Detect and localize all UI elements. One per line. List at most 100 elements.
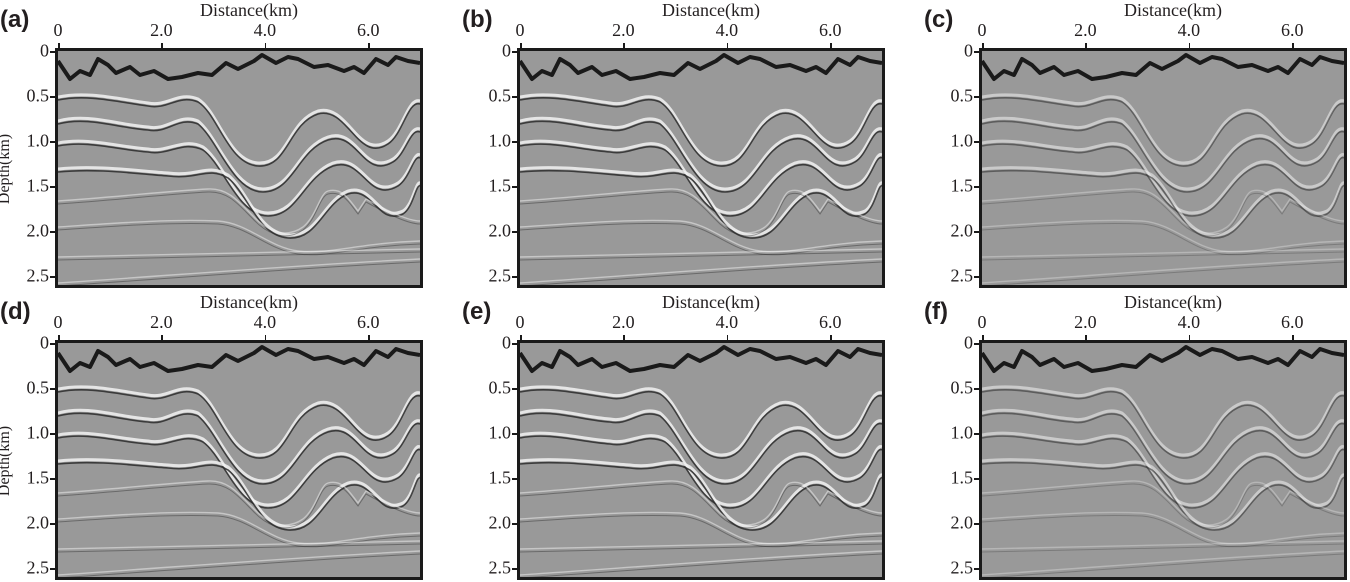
reflector-layer-dark bbox=[982, 222, 1344, 256]
reflector-layer-bright bbox=[58, 431, 420, 507]
y-tick-mark bbox=[974, 523, 980, 525]
reflector-layer-bright bbox=[520, 458, 882, 529]
y-tick-label: 2.5 bbox=[488, 557, 512, 578]
y-tick-mark bbox=[50, 433, 56, 435]
reflector-layer-bright bbox=[58, 93, 420, 165]
seismic-image bbox=[979, 48, 1347, 288]
x-tick-label: 2.0 bbox=[1074, 312, 1097, 332]
x-tick-label: 6.0 bbox=[357, 20, 380, 40]
topography-surface-line bbox=[520, 345, 882, 373]
x-tick-mark bbox=[726, 43, 729, 49]
x-tick-mark bbox=[1188, 43, 1191, 49]
y-tick-mark bbox=[512, 478, 518, 480]
reflector-layer-dark bbox=[989, 553, 1344, 577]
reflector-layer-dark bbox=[58, 143, 420, 217]
reflector-layer-bright bbox=[982, 166, 1344, 237]
y-tick-label: 0 bbox=[40, 40, 49, 61]
y-tick-label: 0.5 bbox=[26, 377, 50, 398]
x-tick-label: 4.0 bbox=[1177, 312, 1201, 332]
y-tick-label: 1.5 bbox=[26, 467, 50, 488]
reflector-image bbox=[58, 345, 420, 577]
reflector-layer-bright bbox=[982, 385, 1344, 457]
x-tick-mark bbox=[368, 43, 370, 49]
reflector-layer-dark bbox=[58, 251, 420, 261]
reflector-layer-dark bbox=[982, 191, 1344, 237]
y-tick-label: 1.0 bbox=[488, 422, 512, 443]
reflector-layer-bright bbox=[520, 408, 882, 483]
y-tick-mark bbox=[50, 568, 56, 570]
reflector-layer-dark bbox=[982, 143, 1344, 217]
y-tick-mark bbox=[974, 433, 980, 435]
seismic-image bbox=[979, 340, 1347, 580]
y-tick-label: 2.0 bbox=[26, 220, 50, 241]
x-tick-label: 4.0 bbox=[715, 312, 739, 332]
x-axis-title: Distance(km) bbox=[1124, 0, 1222, 20]
reflector-layer-bright bbox=[520, 219, 882, 253]
reflector-layer-bright bbox=[58, 116, 420, 191]
panel-label: (e) bbox=[462, 298, 492, 325]
panel-b: (b) Distance(km) 0 2.0 4.0 6.0 0 0.5 1.0 1.5 2.0 2.… bbox=[462, 0, 922, 290]
panel-label: (d) bbox=[0, 298, 31, 325]
reflector-layer-bright bbox=[520, 511, 882, 545]
reflector-layer-bright bbox=[58, 258, 420, 284]
x-tick-label: 2.0 bbox=[612, 312, 635, 332]
reflector-layer-bright bbox=[520, 93, 882, 165]
y-tick-mark bbox=[50, 478, 56, 480]
x-tick-mark bbox=[1085, 43, 1087, 49]
reflector-layer-dark bbox=[58, 191, 420, 237]
reflector-layer-dark bbox=[58, 389, 420, 459]
y-tick-label: 1.5 bbox=[950, 467, 974, 488]
y-axis-title: Depth(km) bbox=[0, 133, 14, 205]
x-tick-label: 0 bbox=[977, 20, 987, 40]
y-tick-label: 0.5 bbox=[950, 377, 974, 398]
reflector-layer-bright bbox=[520, 550, 882, 576]
x-tick-mark bbox=[1188, 335, 1191, 341]
reflector-layer-bright bbox=[58, 480, 420, 526]
x-tick-mark bbox=[368, 335, 370, 341]
y-tick-mark bbox=[512, 568, 518, 570]
y-tick-label: 1.0 bbox=[950, 422, 974, 443]
y-tick-mark bbox=[50, 51, 56, 53]
x-tick-label: 0 bbox=[977, 312, 987, 332]
y-tick-mark bbox=[974, 388, 980, 390]
x-axis-title: Distance(km) bbox=[200, 292, 298, 312]
reflector-layer-dark bbox=[58, 97, 420, 167]
y-tick-mark bbox=[50, 276, 56, 278]
y-tick-label: 2.0 bbox=[950, 220, 974, 241]
seismic-image bbox=[517, 48, 885, 288]
y-tick-label: 2.5 bbox=[26, 557, 50, 578]
seismic-image bbox=[517, 340, 885, 580]
x-tick-label: 0 bbox=[53, 20, 63, 40]
reflector-layer-dark bbox=[982, 412, 1344, 485]
reflector-layer-bright bbox=[58, 385, 420, 457]
reflector-layer-bright bbox=[58, 166, 420, 237]
x-tick-mark bbox=[623, 43, 625, 49]
reflector-layer-dark bbox=[520, 97, 882, 167]
y-tick-label: 1.5 bbox=[488, 467, 512, 488]
reflector-layer-dark bbox=[520, 143, 882, 217]
y-tick-mark bbox=[974, 51, 980, 53]
y-tick-mark bbox=[512, 51, 518, 53]
y-tick-mark bbox=[50, 141, 56, 143]
x-tick-mark bbox=[161, 335, 163, 341]
topography-surface-line bbox=[520, 53, 882, 81]
y-tick-mark bbox=[974, 141, 980, 143]
y-tick-mark bbox=[50, 231, 56, 233]
x-tick-label: 2.0 bbox=[1074, 20, 1097, 40]
y-tick-mark bbox=[50, 523, 56, 525]
y-tick-mark bbox=[50, 186, 56, 188]
y-tick-mark bbox=[512, 141, 518, 143]
reflector-layer-dark bbox=[982, 435, 1344, 509]
x-tick-label: 6.0 bbox=[819, 312, 842, 332]
reflector-layer-bright bbox=[520, 166, 882, 237]
x-tick-mark bbox=[58, 335, 60, 341]
reflector-layer-dark bbox=[58, 435, 420, 509]
reflector-layer-dark bbox=[65, 261, 420, 285]
reflector-layer-bright bbox=[520, 431, 882, 507]
reflector-layer-bright bbox=[520, 385, 882, 457]
x-tick-mark bbox=[982, 43, 984, 49]
reflector-layer-dark bbox=[982, 389, 1344, 459]
reflector-layer-dark bbox=[982, 169, 1344, 239]
y-tick-mark bbox=[974, 478, 980, 480]
x-axis-title: Distance(km) bbox=[200, 0, 298, 20]
